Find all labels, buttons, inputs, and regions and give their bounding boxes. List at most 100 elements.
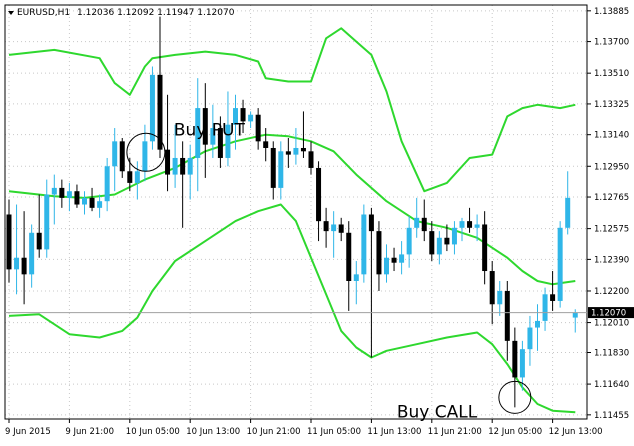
y-tick-label: 1.12575 <box>594 225 629 235</box>
candle <box>497 281 503 316</box>
x-tick-label: 10 Jun 05:00 <box>126 427 180 437</box>
plot-frame <box>4 4 588 420</box>
candle <box>429 221 435 262</box>
candle-body <box>255 114 261 142</box>
candle <box>157 16 163 158</box>
candle <box>44 179 50 258</box>
candle-body <box>316 167 322 222</box>
candle <box>285 138 291 168</box>
candle-body <box>353 274 359 281</box>
candle <box>233 94 238 150</box>
candle-body <box>467 221 473 228</box>
candle-body <box>97 201 103 208</box>
candle <box>519 340 525 391</box>
candle-body <box>346 232 352 281</box>
candle-body <box>406 227 412 255</box>
candle-body <box>527 327 533 350</box>
current-price-label: 1.12070 <box>591 309 626 319</box>
y-axis: 1.13885 1.13700 1.13510 1.13325 1.13140 1.129… <box>587 7 629 421</box>
candle-body <box>293 147 299 155</box>
candle <box>119 138 125 178</box>
candle <box>565 171 571 235</box>
y-tick-label: 1.12950 <box>594 162 629 172</box>
candle <box>195 78 201 192</box>
candle-body <box>542 294 548 321</box>
candle <box>399 241 405 275</box>
candle <box>421 199 427 242</box>
candle <box>82 191 87 215</box>
candle <box>361 204 367 283</box>
candle <box>278 141 284 200</box>
candle <box>504 281 510 361</box>
annotations: Buy PUT Buy CALL <box>126 120 532 422</box>
y-tick-label: 1.13140 <box>594 131 629 141</box>
y-tick-label: 1.11455 <box>594 411 629 421</box>
candle-body <box>308 151 314 168</box>
candle-body <box>217 128 223 158</box>
candle <box>368 207 374 358</box>
candle-body <box>519 349 525 378</box>
band-lower <box>8 203 576 414</box>
candle-body <box>248 114 254 122</box>
candle-body <box>233 108 238 125</box>
candle <box>353 261 359 305</box>
candle <box>535 304 540 351</box>
candle-body <box>180 157 186 175</box>
x-tick-label: 11 Jun 13:00 <box>367 427 421 437</box>
candle-body <box>149 74 155 142</box>
y-tick-label: 1.11640 <box>594 380 629 390</box>
candle <box>112 128 118 192</box>
candle <box>149 66 155 150</box>
candle <box>21 211 27 305</box>
y-tick-label: 1.13510 <box>594 69 629 79</box>
candle-body <box>225 124 231 158</box>
chart-ohlc-header: 1.12036 1.12092 1.11947 1.12070 <box>77 8 235 18</box>
x-tick-label: 10 Jun 13:00 <box>186 427 240 437</box>
candle-body <box>557 227 563 301</box>
band-upper <box>8 27 576 193</box>
candle-body <box>44 194 50 250</box>
candle <box>308 141 314 175</box>
candle-body <box>323 221 329 232</box>
candle <box>89 187 95 212</box>
candle <box>542 287 548 331</box>
y-tick-label: 1.12765 <box>594 193 629 203</box>
candle-body <box>391 257 397 263</box>
candle <box>134 161 140 200</box>
candle-body <box>127 171 133 183</box>
candle-body <box>51 187 57 195</box>
candle <box>255 108 261 150</box>
candle <box>512 327 518 408</box>
candle-body <box>202 108 208 145</box>
candle-body <box>421 217 427 232</box>
candle <box>316 161 322 242</box>
x-tick-label: 10 Jun 21:00 <box>247 427 301 437</box>
current-price-box <box>588 307 634 319</box>
candle <box>451 221 457 255</box>
candle-body <box>240 108 246 122</box>
candle-body <box>66 191 72 198</box>
dropdown-arrow-icon[interactable] <box>8 11 14 15</box>
candle <box>59 179 65 208</box>
candle-body <box>6 214 12 270</box>
annotation-label: Buy PUT <box>174 120 246 140</box>
candle-body <box>512 340 518 378</box>
candle <box>550 271 556 311</box>
y-tick-label: 1.13700 <box>594 38 629 48</box>
candle <box>557 221 563 308</box>
candle <box>97 194 103 218</box>
candle <box>263 128 269 162</box>
candle-body <box>414 217 420 228</box>
candle <box>202 83 208 178</box>
x-tick-label: 9 Jun 21:00 <box>65 427 114 437</box>
candle <box>406 216 412 268</box>
candle-body <box>36 232 42 250</box>
candle-body <box>59 187 65 198</box>
candle-body <box>436 237 442 255</box>
candle <box>6 199 12 283</box>
annotation-circle <box>498 380 532 414</box>
y-tick-label: 1.13885 <box>594 7 629 17</box>
candle-body <box>278 151 284 188</box>
candle-body <box>497 290 503 305</box>
